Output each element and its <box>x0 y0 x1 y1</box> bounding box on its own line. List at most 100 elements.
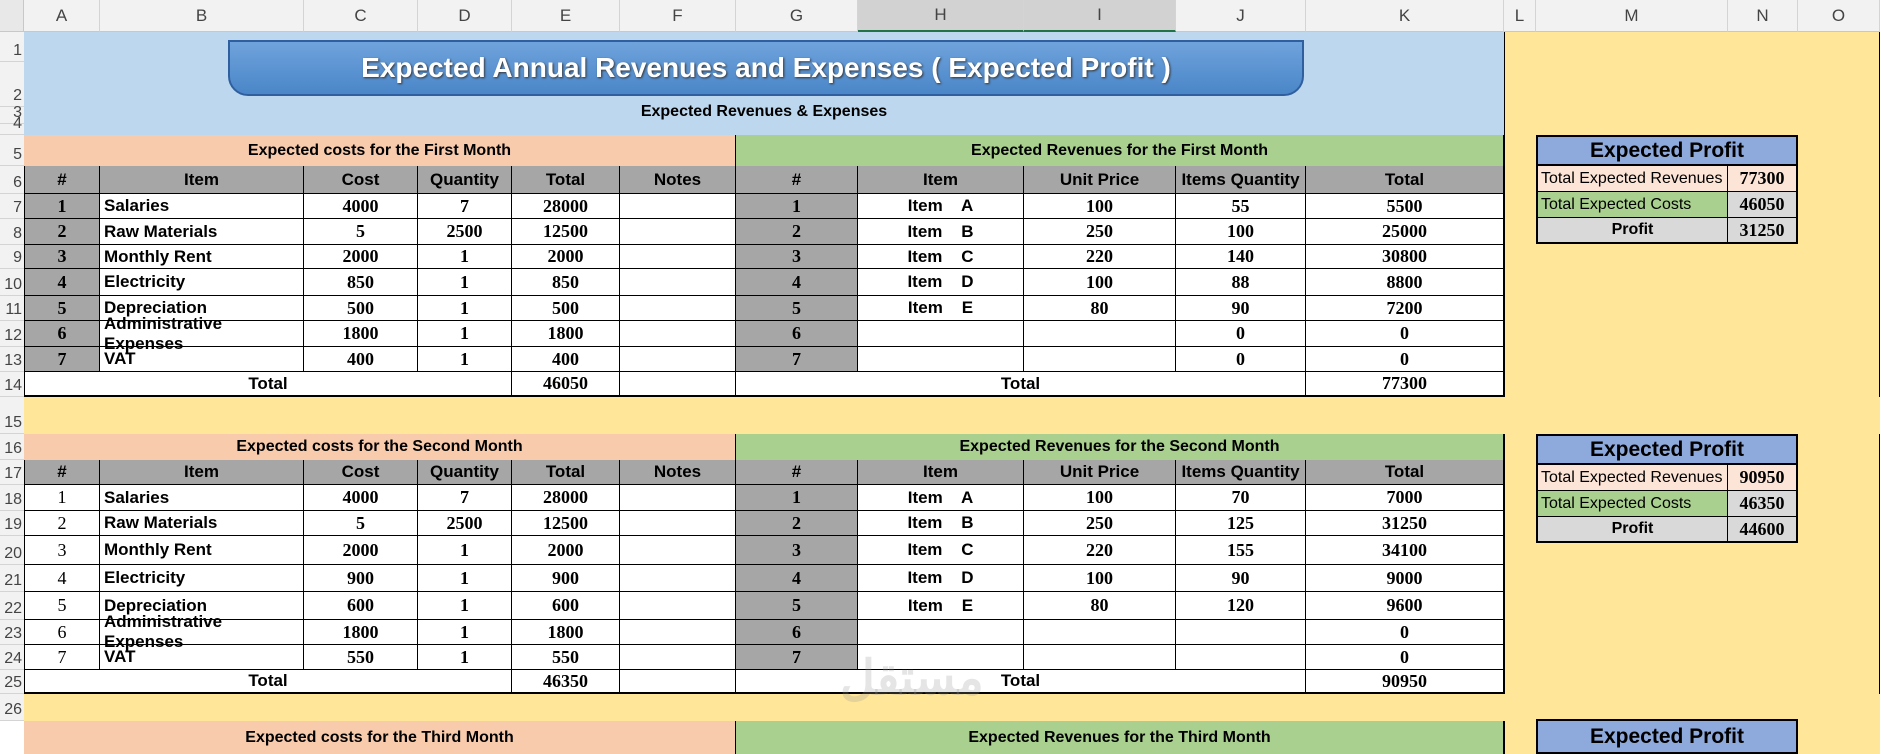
cost-quantity[interactable]: 1 <box>418 645 512 670</box>
profit-value-amount[interactable]: 44600 <box>1728 517 1798 543</box>
revenue-item-name[interactable]: Item A <box>858 194 1024 219</box>
cost-quantity[interactable]: 2500 <box>418 219 512 245</box>
cost-notes[interactable] <box>620 321 736 347</box>
revenue-item-name[interactable] <box>858 347 1024 372</box>
profit-revenues-amount[interactable]: 77300 <box>1728 166 1798 192</box>
cost-item-name[interactable]: Raw Materials <box>100 511 304 536</box>
cost-quantity[interactable]: 1 <box>418 592 512 620</box>
cost-notes[interactable] <box>620 219 736 245</box>
select-all-corner[interactable] <box>0 0 24 32</box>
revenue-total[interactable]: 9000 <box>1306 565 1504 592</box>
column-header-d[interactable]: D <box>418 0 512 32</box>
cost-total[interactable]: 550 <box>512 645 620 670</box>
revenue-item-name[interactable]: Item D <box>858 565 1024 592</box>
revenue-unit-price[interactable]: 220 <box>1024 536 1176 565</box>
cost-grand-total[interactable]: 46050 <box>512 372 620 397</box>
cost-value[interactable]: 2000 <box>304 536 418 565</box>
column-header-l[interactable]: L <box>1504 0 1536 32</box>
cost-total[interactable]: 1800 <box>512 321 620 347</box>
column-header-j[interactable]: J <box>1176 0 1306 32</box>
revenue-quantity[interactable] <box>1176 620 1306 645</box>
column-header-f[interactable]: F <box>620 0 736 32</box>
row-header-4[interactable]: 4 <box>0 115 24 135</box>
cost-total[interactable]: 500 <box>512 296 620 321</box>
cost-value[interactable]: 850 <box>304 269 418 296</box>
cost-item-name[interactable]: Monthly Rent <box>100 245 304 269</box>
column-header-k[interactable]: K <box>1306 0 1504 32</box>
revenue-quantity[interactable]: 70 <box>1176 485 1306 511</box>
column-header-m[interactable]: M <box>1536 0 1728 32</box>
revenue-unit-price[interactable] <box>1024 321 1176 347</box>
row-header-6[interactable]: 6 <box>0 166 24 194</box>
column-header-g[interactable]: G <box>736 0 858 32</box>
row-header-20[interactable]: 20 <box>0 536 24 565</box>
revenue-unit-price[interactable]: 80 <box>1024 592 1176 620</box>
cost-notes[interactable] <box>620 536 736 565</box>
cost-quantity[interactable]: 1 <box>418 347 512 372</box>
cost-value[interactable]: 400 <box>304 347 418 372</box>
cost-item-name[interactable]: VAT <box>100 347 304 372</box>
revenue-unit-price[interactable] <box>1024 620 1176 645</box>
cost-total[interactable]: 28000 <box>512 485 620 511</box>
cost-total[interactable]: 900 <box>512 565 620 592</box>
row-header-7[interactable]: 7 <box>0 194 24 219</box>
row-header-2[interactable]: 2 <box>0 62 24 107</box>
column-header-i[interactable]: I <box>1024 0 1176 32</box>
row-header-11[interactable]: 11 <box>0 296 24 321</box>
cost-item-name[interactable]: Salaries <box>100 485 304 511</box>
revenue-quantity[interactable]: 0 <box>1176 321 1306 347</box>
revenue-total[interactable]: 31250 <box>1306 511 1504 536</box>
row-header-14[interactable]: 14 <box>0 372 24 397</box>
cost-total[interactable]: 1800 <box>512 620 620 645</box>
revenue-total[interactable]: 0 <box>1306 347 1504 372</box>
row-header-13[interactable]: 13 <box>0 347 24 372</box>
revenue-quantity[interactable]: 120 <box>1176 592 1306 620</box>
revenue-item-name[interactable]: Item C <box>858 536 1024 565</box>
cost-quantity[interactable]: 7 <box>418 194 512 219</box>
profit-revenues-amount[interactable]: 90950 <box>1728 465 1798 491</box>
row-header-26[interactable]: 26 <box>0 694 24 721</box>
revenue-total[interactable]: 7200 <box>1306 296 1504 321</box>
cost-quantity[interactable]: 1 <box>418 620 512 645</box>
revenue-quantity[interactable]: 100 <box>1176 219 1306 245</box>
row-header-25[interactable]: 25 <box>0 670 24 694</box>
profit-costs-amount[interactable]: 46050 <box>1728 192 1798 218</box>
row-header-18[interactable]: 18 <box>0 485 24 511</box>
cost-value[interactable]: 1800 <box>304 620 418 645</box>
row-header-22[interactable]: 22 <box>0 592 24 620</box>
cost-notes[interactable] <box>620 485 736 511</box>
revenue-item-name[interactable]: Item C <box>858 245 1024 269</box>
cost-value[interactable]: 4000 <box>304 194 418 219</box>
revenue-item-name[interactable]: Item E <box>858 592 1024 620</box>
cost-total[interactable]: 850 <box>512 269 620 296</box>
cost-total-notes[interactable] <box>620 670 736 694</box>
revenue-item-name[interactable] <box>858 645 1024 670</box>
cost-notes[interactable] <box>620 194 736 219</box>
revenue-unit-price[interactable]: 100 <box>1024 194 1176 219</box>
revenue-quantity[interactable] <box>1176 645 1306 670</box>
row-header-12[interactable]: 12 <box>0 321 24 347</box>
cost-notes[interactable] <box>620 592 736 620</box>
cost-quantity[interactable]: 1 <box>418 296 512 321</box>
cost-quantity[interactable]: 1 <box>418 269 512 296</box>
revenue-quantity[interactable]: 125 <box>1176 511 1306 536</box>
column-header-b[interactable]: B <box>100 0 304 32</box>
cost-total[interactable]: 400 <box>512 347 620 372</box>
revenue-total[interactable]: 25000 <box>1306 219 1504 245</box>
row-header-19[interactable]: 19 <box>0 511 24 536</box>
revenue-total[interactable]: 7000 <box>1306 485 1504 511</box>
row-header-17[interactable]: 17 <box>0 460 24 485</box>
cost-item-name[interactable]: VAT <box>100 645 304 670</box>
revenue-total[interactable]: 30800 <box>1306 245 1504 269</box>
revenue-total[interactable]: 0 <box>1306 645 1504 670</box>
revenue-unit-price[interactable]: 100 <box>1024 485 1176 511</box>
revenue-item-name[interactable] <box>858 321 1024 347</box>
cost-item-name[interactable]: Administrative Expenses <box>100 612 304 651</box>
revenue-unit-price[interactable]: 100 <box>1024 269 1176 296</box>
page-title[interactable]: Expected Annual Revenues and Expenses ( … <box>228 40 1304 96</box>
revenue-quantity[interactable]: 90 <box>1176 565 1306 592</box>
column-header-e[interactable]: E <box>512 0 620 32</box>
revenue-quantity[interactable]: 0 <box>1176 347 1306 372</box>
cost-total[interactable]: 12500 <box>512 511 620 536</box>
cost-value[interactable]: 5 <box>304 219 418 245</box>
